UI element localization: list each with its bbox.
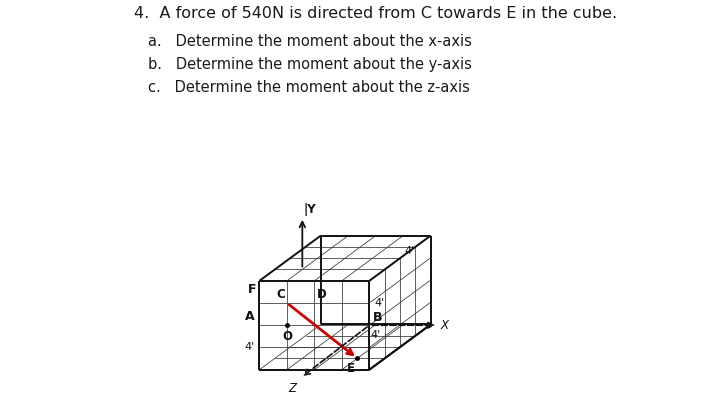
Text: 4': 4'	[244, 343, 255, 352]
Text: O: O	[283, 330, 293, 343]
Text: D: D	[316, 288, 326, 301]
Text: X: X	[440, 319, 448, 332]
Text: 4': 4'	[374, 298, 385, 308]
Text: b.   Determine the moment about the y-axis: b. Determine the moment about the y-axis	[148, 57, 472, 72]
Text: C: C	[276, 288, 285, 301]
Text: A: A	[245, 310, 255, 323]
Text: |Y: |Y	[303, 203, 316, 216]
Text: F: F	[248, 283, 256, 296]
Text: 4': 4'	[404, 246, 414, 256]
Text: c.   Determine the moment about the z-axis: c. Determine the moment about the z-axis	[148, 80, 470, 95]
Text: 4.  A force of 540N is directed from C towards E in the cube.: 4. A force of 540N is directed from C to…	[134, 6, 618, 21]
Text: B: B	[372, 311, 382, 324]
Text: Z: Z	[288, 382, 297, 395]
Text: 4': 4'	[371, 330, 381, 341]
Text: a.   Determine the moment about the x-axis: a. Determine the moment about the x-axis	[148, 34, 472, 49]
Text: E: E	[347, 362, 355, 375]
